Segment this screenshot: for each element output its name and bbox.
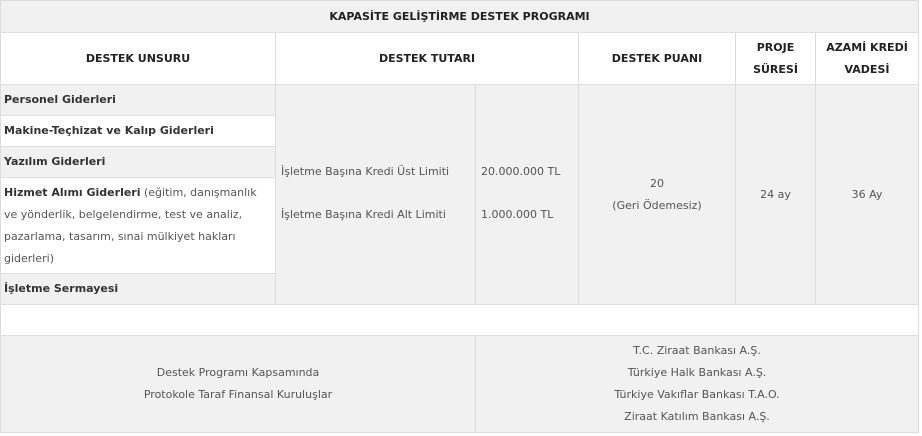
unsur-detail: (eğitim, danışmanlık ve yönderlik, belge… [4, 185, 257, 265]
puan-note: (Geri Ödemesiz) [612, 198, 702, 212]
header-destek-unsuru: DESTEK UNSURU [0, 32, 276, 85]
header-text: DESTEK UNSURU [85, 51, 191, 65]
vade-cell: 36 Ay [815, 84, 919, 305]
unsur-label: İşletme Sermayesi [4, 282, 119, 295]
header-proje-suresi: PROJE SÜRESİ [735, 32, 816, 85]
vade-value: 36 Ay [851, 188, 883, 201]
limit-values-cell: 20.000.000 TL 1.000.000 TL [475, 84, 579, 305]
header-text: SÜRESİ [753, 62, 798, 76]
kurulus-label: Protokole Taraf Finansal Kuruluşlar [143, 388, 333, 401]
limit-labels-cell: İşletme Başına Kredi Üst Limiti İşletme … [275, 84, 476, 305]
bank-name: T.C. Ziraat Bankası A.Ş. [633, 344, 761, 357]
unsur-row: Yazılım Giderleri [0, 146, 276, 178]
kurulus-label-cell: Destek Programı Kapsamında Protokole Tara… [0, 335, 476, 433]
unsur-row: İşletme Sermayesi [0, 273, 276, 305]
table-title: KAPASİTE GELİŞTİRME DESTEK PROGRAMI [0, 0, 919, 33]
spacer-row [0, 304, 919, 336]
unsur-label: Yazılım Giderleri [4, 155, 106, 168]
header-text: VADESİ [844, 62, 890, 76]
puan-cell: 20 (Geri Ödemesiz) [578, 84, 736, 305]
puan-value: 20 [650, 176, 664, 190]
header-destek-puani: DESTEK PUANI [578, 32, 736, 85]
unsur-row: Personel Giderleri [0, 84, 276, 116]
unsur-row: Makine-Teçhizat ve Kalıp Giderleri [0, 115, 276, 147]
kurulus-label: Destek Programı Kapsamında [156, 366, 320, 379]
header-text: PROJE [756, 40, 795, 54]
sure-value: 24 ay [760, 188, 791, 201]
bank-name: Türkiye Vakıflar Bankası T.A.O. [614, 388, 780, 401]
unsur-row: Hizmet Alımı Giderleri (eğitim, danışman… [0, 177, 276, 274]
unsur-label: Hizmet Alımı Giderleri [4, 185, 141, 199]
header-text: DESTEK TUTARI [378, 51, 476, 65]
limit-label: İşletme Başına Kredi Üst Limiti [281, 165, 450, 178]
banks-cell: T.C. Ziraat Bankası A.Ş. Türkiye Halk Ban… [475, 335, 919, 433]
limit-value: 1.000.000 TL [481, 208, 554, 221]
bank-name: Türkiye Halk Bankası A.Ş. [627, 366, 767, 379]
header-destek-tutari: DESTEK TUTARI [275, 32, 579, 85]
limit-value: 20.000.000 TL [481, 165, 561, 178]
header-azami-kredi-vadesi: AZAMİ KREDİ VADESİ [815, 32, 919, 85]
header-text: DESTEK PUANI [611, 51, 703, 65]
title-text: KAPASİTE GELİŞTİRME DESTEK PROGRAMI [329, 9, 590, 23]
unsur-label: Personel Giderleri [4, 93, 116, 106]
sure-cell: 24 ay [735, 84, 816, 305]
unsur-label: Makine-Teçhizat ve Kalıp Giderleri [4, 124, 214, 137]
header-text: AZAMİ KREDİ [826, 40, 908, 54]
limit-label: İşletme Başına Kredi Alt Limiti [281, 208, 446, 221]
bank-name: Ziraat Katılım Bankası A.Ş. [624, 410, 770, 423]
